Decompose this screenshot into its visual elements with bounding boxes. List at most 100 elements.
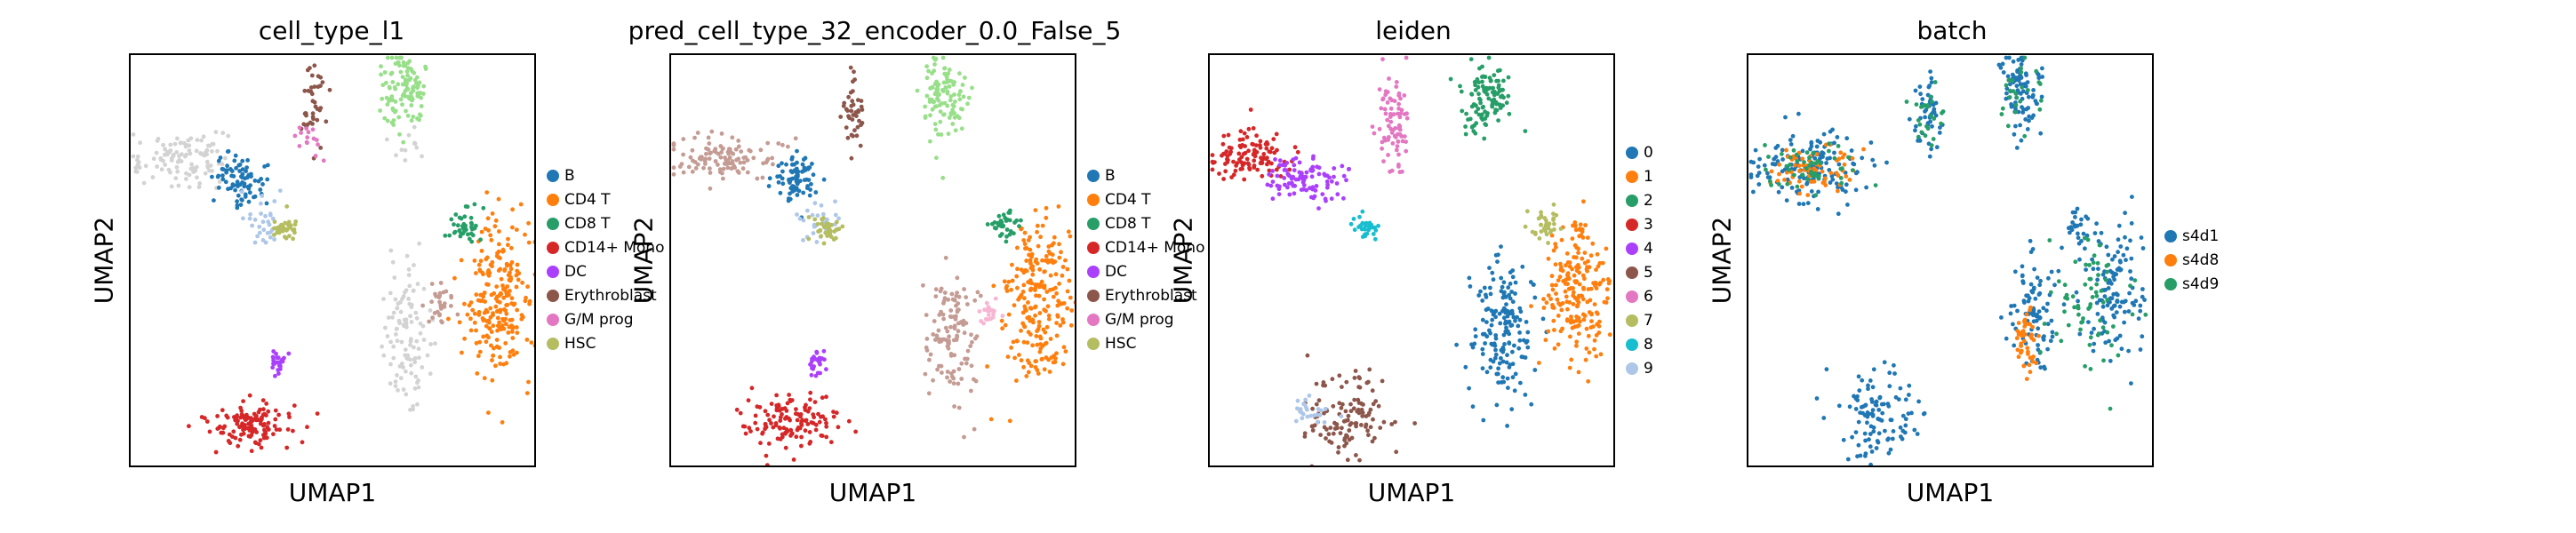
scatter-point	[821, 216, 826, 220]
scatter-point	[681, 170, 686, 175]
scatter-point	[821, 177, 827, 182]
scatter-point	[1488, 365, 1493, 370]
scatter-point	[2016, 58, 2021, 62]
scatter-point	[131, 132, 136, 137]
scatter-point	[468, 215, 474, 220]
scatter-point	[2070, 210, 2076, 215]
scatter-point	[1582, 251, 1588, 255]
scatter-point	[1270, 179, 1276, 185]
scatter-point	[1763, 143, 1767, 147]
scatter-point	[1809, 139, 1814, 145]
scatter-point	[446, 316, 451, 322]
scatter-point	[686, 164, 692, 170]
scatter-point	[1777, 162, 1782, 167]
scatter-point	[1601, 277, 1606, 282]
scatter-point	[1495, 259, 1500, 264]
scatter-point	[924, 345, 929, 350]
scatter-point	[1055, 303, 1060, 308]
scatter-point	[184, 171, 188, 176]
scatter-point	[412, 357, 417, 362]
scatter-point	[1920, 104, 1925, 109]
scatter-point	[1301, 402, 1306, 407]
scatter-point	[937, 313, 942, 317]
legend-item: 8	[1626, 336, 1653, 354]
scatter-point	[708, 166, 712, 171]
scatter-point	[2070, 220, 2075, 225]
scatter-point	[397, 131, 402, 137]
scatter-point	[1916, 118, 1921, 123]
scatter-point	[1580, 235, 1586, 240]
scatter-point	[1594, 310, 1599, 315]
scatter-point	[394, 327, 399, 331]
scatter-point	[1856, 419, 1861, 425]
scatter-point	[2100, 299, 2106, 305]
scatter-point	[244, 165, 249, 170]
scatter-point	[1480, 346, 1485, 352]
scatter-point	[1860, 155, 1865, 161]
scatter-point	[504, 261, 509, 266]
scatter-point	[1464, 111, 1468, 116]
scatter-point	[804, 208, 810, 213]
scatter-point	[2087, 276, 2092, 282]
legend-label: CD8 T	[564, 215, 611, 233]
scatter-point	[821, 348, 827, 354]
scatter-point	[396, 387, 400, 393]
scatter-point	[489, 330, 494, 334]
scatter-point	[523, 232, 527, 237]
scatter-point	[854, 114, 859, 118]
scatter-point	[1782, 178, 1787, 182]
scatter-point	[1930, 99, 1934, 104]
scatter-point	[273, 417, 278, 422]
scatter-point	[2110, 257, 2115, 262]
scatter-point	[1028, 306, 1034, 311]
scatter-point	[1021, 339, 1027, 345]
scatter-point	[938, 119, 943, 124]
scatter-point	[1860, 378, 1865, 383]
scatter-point	[2012, 269, 2018, 274]
scatter-point	[1842, 162, 1847, 167]
scatter-point	[1515, 314, 1519, 320]
scatter-point	[220, 408, 225, 413]
scatter-point	[1524, 320, 1529, 324]
scatter-point	[2013, 91, 2019, 96]
scatter-point	[1295, 398, 1300, 403]
scatter-point	[1369, 222, 1374, 227]
scatter-point	[476, 354, 481, 359]
scatter-point	[1370, 388, 1375, 394]
scatter-point	[163, 147, 167, 152]
scatter-point	[1797, 191, 1802, 196]
scatter-point	[408, 362, 413, 368]
scatter-point	[1068, 234, 1073, 239]
scatter-point	[415, 282, 420, 287]
scatter-point	[273, 373, 277, 378]
scatter-point	[677, 164, 683, 169]
scatter-point	[2013, 123, 2018, 129]
scatter-point	[492, 224, 498, 229]
scatter-point	[1756, 182, 1762, 187]
scatter-point	[406, 132, 412, 138]
scatter-point	[1236, 151, 1242, 156]
scatter-point	[2025, 127, 2030, 131]
scatter-point	[404, 108, 408, 114]
scatter-point	[2129, 221, 2134, 226]
scatter-point	[462, 214, 468, 219]
scatter-point	[2123, 235, 2127, 240]
scatter-point	[2108, 358, 2113, 363]
scatter-point	[1524, 338, 1530, 344]
scatter-point	[472, 259, 477, 263]
scatter-point	[928, 113, 932, 118]
scatter-point	[1348, 422, 1353, 427]
scatter-point	[383, 325, 388, 330]
scatter-point	[204, 419, 210, 424]
scatter-point	[1478, 100, 1483, 106]
scatter-point	[484, 282, 489, 287]
scatter-point	[824, 424, 829, 429]
scatter-point	[1000, 326, 1004, 331]
scatter-point	[199, 151, 204, 156]
scatter-point	[1046, 244, 1052, 249]
scatter-point	[948, 379, 952, 384]
scatter-point	[1044, 254, 1049, 259]
scatter-point	[1855, 394, 1860, 399]
scatter-point	[1048, 273, 1053, 278]
scatter-point	[268, 212, 273, 218]
